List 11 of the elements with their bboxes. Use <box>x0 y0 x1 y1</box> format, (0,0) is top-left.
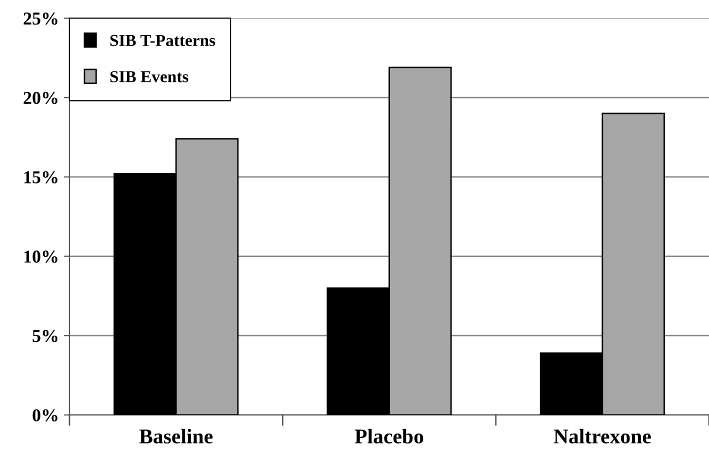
legend-label: SIB Events <box>110 71 188 82</box>
y-tick-label: 5% <box>32 330 58 342</box>
y-tick-label: 25% <box>24 12 58 25</box>
x-tick-label: Naltrexone <box>554 428 651 444</box>
x-tick-label: Baseline <box>139 428 213 444</box>
legend-label: SIB T-Patterns <box>110 34 216 46</box>
y-tick-label: 15% <box>24 171 58 184</box>
x-tick-label: Placebo <box>354 428 424 444</box>
y-tick-label: 0% <box>32 409 58 422</box>
y-tick-label: 10% <box>24 250 58 263</box>
y-tick-label: 20% <box>24 92 58 104</box>
